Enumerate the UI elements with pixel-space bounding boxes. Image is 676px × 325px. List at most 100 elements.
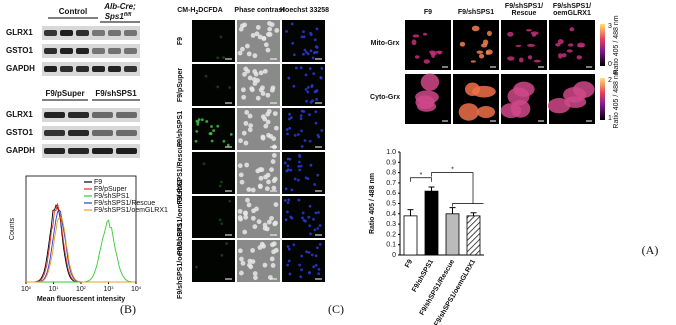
cell (480, 43, 488, 48)
x-tick-label: F9/shSPS1/oemGLRX1 (433, 258, 477, 325)
cell (255, 95, 261, 101)
cell (306, 177, 310, 180)
cell (292, 243, 296, 247)
blot-strip (42, 44, 140, 58)
cell (247, 113, 253, 119)
cell (303, 48, 307, 52)
row-label: F9 (177, 37, 184, 45)
x-tick-label: 100 (21, 285, 32, 293)
blot-row-label: GSTO1 (6, 128, 34, 137)
cell (250, 187, 256, 193)
cell (303, 139, 307, 142)
cell (226, 143, 230, 147)
significance: * (420, 172, 423, 179)
cell (300, 129, 303, 133)
cell (298, 168, 302, 172)
cell (309, 163, 313, 167)
blot-band (44, 30, 57, 36)
cell (293, 133, 297, 137)
cell (271, 153, 277, 158)
cell (270, 159, 276, 164)
panel-label: (B) (120, 302, 136, 316)
y-tick-label: 0.8 (386, 170, 396, 177)
bar (424, 190, 439, 256)
blot-band (116, 148, 137, 154)
cell (258, 175, 264, 181)
cell (272, 111, 278, 117)
cell (267, 21, 272, 26)
y-tick-label: 0.7 (386, 180, 396, 187)
cell (309, 33, 313, 37)
cell (247, 75, 253, 81)
cell (208, 132, 212, 136)
flow-curve (26, 209, 136, 283)
x-tick-label: 101 (48, 285, 59, 293)
colorbar-tick: 0 (608, 61, 612, 68)
cell (298, 263, 302, 267)
cell (318, 224, 322, 227)
genotype: Alb-Cre; (103, 2, 136, 11)
cell (284, 218, 288, 222)
cell (271, 185, 277, 191)
legend-label: F9/shSPS1/Rescue (94, 200, 155, 207)
blot-header: Control (59, 7, 87, 16)
cell (310, 253, 314, 257)
cell (297, 164, 301, 168)
cell (297, 178, 300, 182)
y-tick-label: 0 (392, 252, 396, 259)
legend-label: F9/shSPS1/oemGLRX1 (94, 207, 168, 214)
cell (308, 271, 311, 274)
blot-header: Alb-Cre; (103, 2, 136, 11)
cell (250, 215, 256, 221)
cell (265, 172, 271, 178)
cell (573, 81, 595, 98)
cell (283, 199, 287, 202)
micrograph (282, 64, 325, 106)
axis-label: Mean fluorescent intensity (37, 296, 125, 303)
blot-row-label: GLRX1 (6, 28, 33, 37)
y-tick-label: 0.9 (386, 159, 396, 166)
cell (220, 180, 223, 184)
blot-row-label: GAPDH (6, 64, 35, 73)
cell (287, 198, 291, 202)
cell (257, 34, 263, 40)
cell (237, 248, 243, 254)
cell (264, 226, 270, 232)
cell (310, 84, 314, 87)
cell (288, 112, 291, 116)
cell (269, 256, 275, 262)
colorbar-label: Ratio 405 / 488 nm (613, 69, 620, 128)
blot-strip (42, 126, 140, 140)
cell (253, 275, 258, 281)
micrograph (192, 240, 235, 282)
cell (250, 248, 256, 253)
cell (260, 91, 266, 96)
cell (240, 87, 246, 93)
y-tick-label: 0.4 (386, 211, 396, 218)
tick-exp: 2 (84, 285, 87, 290)
cell (290, 188, 294, 192)
cell (555, 43, 561, 47)
cell (458, 103, 479, 121)
cell (299, 114, 303, 118)
cell (308, 204, 312, 208)
cell (308, 113, 311, 117)
cell (547, 98, 571, 114)
cell (316, 227, 320, 230)
bracket (410, 177, 432, 182)
ratio-image (501, 20, 547, 70)
cell (210, 125, 213, 128)
row-label: Mito-Grx (371, 40, 400, 47)
cell (291, 41, 295, 45)
cell (566, 49, 573, 53)
blot-band (68, 148, 89, 154)
cell (435, 50, 443, 54)
cell (245, 197, 250, 203)
cell (246, 187, 252, 192)
cell (299, 164, 303, 168)
cell (530, 31, 539, 35)
column-header: oemGLRX1 (553, 10, 591, 17)
blot-band (116, 130, 137, 136)
cell (253, 71, 259, 77)
cell (220, 253, 224, 257)
